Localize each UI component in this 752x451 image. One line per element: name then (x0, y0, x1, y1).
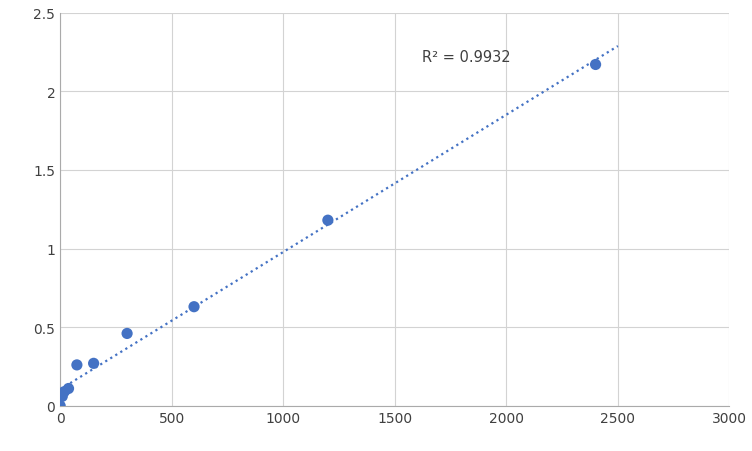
Point (62, 385, 74, 392)
Point (56, 393, 68, 400)
Point (59, 388, 71, 396)
Point (590, 62, 602, 69)
Point (322, 217, 334, 224)
Point (87, 360, 99, 367)
Point (71, 362, 83, 369)
Point (121, 330, 133, 337)
Text: R² = 0.9932: R² = 0.9932 (422, 50, 510, 65)
Point (188, 304, 200, 311)
Point (54, 402, 66, 410)
